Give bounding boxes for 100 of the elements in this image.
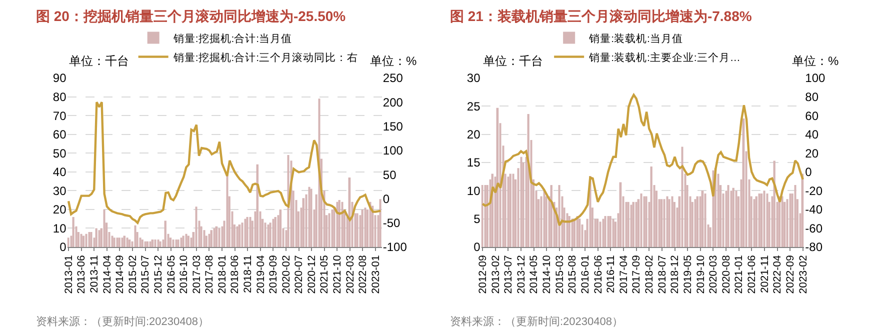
bar	[650, 166, 652, 247]
bar	[213, 228, 216, 247]
y-tick-label: 0	[60, 240, 67, 254]
bar	[226, 176, 228, 247]
bar	[356, 213, 358, 247]
bar	[175, 239, 178, 247]
bar	[763, 190, 766, 247]
bar	[180, 238, 182, 247]
x-tick-label: 2013-01	[62, 255, 75, 294]
x-tick-label: 2023-02	[797, 255, 810, 294]
bar	[72, 216, 74, 247]
bar	[612, 218, 614, 247]
legend-label: 销量:装载机:主要企业:三个月…	[588, 50, 740, 64]
bar	[602, 218, 604, 247]
bar	[599, 222, 602, 247]
legend-label: 销量:挖掘机:合计:当月值	[172, 32, 292, 45]
y-tick-label: 5	[474, 212, 481, 226]
bar	[481, 185, 484, 247]
y-tick-label: 70	[52, 108, 67, 123]
bar	[310, 188, 312, 247]
y2-tick-label: 80	[805, 90, 819, 104]
bar	[187, 236, 190, 247]
bar	[694, 199, 696, 247]
x-tick-label: 2018-07	[656, 255, 668, 294]
bar	[643, 196, 646, 247]
legend-label: 销量:挖掘机:合计:三个月滚动同比：右	[172, 50, 358, 64]
bar	[121, 238, 124, 247]
x-tick-label: 2020-12	[306, 255, 318, 294]
bar	[144, 241, 146, 247]
x-tick-label: 2016-06	[592, 255, 604, 294]
y2-tick-label: -100	[382, 240, 408, 254]
bar	[663, 199, 666, 247]
bar	[157, 239, 160, 247]
y-axis-title: 单位：千台	[483, 54, 543, 68]
bar	[241, 222, 244, 247]
bar	[246, 216, 248, 247]
x-tick-label: 2018-11	[242, 255, 254, 293]
y2-tick-label: -40	[805, 202, 823, 217]
bar	[244, 218, 246, 247]
y2-tick-label: 0	[805, 165, 812, 180]
bar	[558, 185, 560, 247]
bar	[609, 216, 612, 247]
bar	[635, 202, 638, 247]
bar	[269, 222, 272, 247]
y-tick-label: 15	[466, 156, 481, 170]
y-tick-label: 10	[466, 184, 481, 198]
bar	[249, 216, 252, 247]
bar	[172, 239, 174, 247]
bar	[328, 213, 330, 247]
y-axis-title: 单位：千台	[69, 54, 129, 68]
bar	[755, 196, 758, 247]
x-tick-label: 2019-04	[254, 255, 267, 294]
x-tick-label: 2020-03	[708, 255, 720, 294]
x-tick-label: 2017-09	[630, 255, 643, 294]
bar	[103, 209, 106, 247]
bar	[118, 238, 120, 247]
x-tick-label: 2021-10	[332, 255, 344, 294]
x-tick-label: 2019-05	[682, 255, 694, 294]
y-tick-label: 20	[466, 128, 481, 142]
y2-tick-label: 0	[382, 192, 390, 206]
y2-tick-label: -50	[382, 216, 401, 230]
bar	[236, 226, 238, 247]
bar	[154, 239, 156, 247]
bar	[195, 206, 198, 247]
x-tick-label: 2021-06	[746, 255, 758, 294]
x-tick-label: 2013-06	[76, 255, 88, 294]
x-tick-label: 2023-01	[370, 255, 382, 294]
bar	[141, 239, 144, 247]
bar	[789, 193, 792, 247]
line-series	[481, 94, 804, 227]
x-tick-label: 2019-10	[694, 255, 707, 294]
bar	[274, 216, 276, 247]
x-tick-label: 2013-12	[515, 255, 528, 294]
bar	[681, 146, 684, 247]
y2-tick-label: 40	[805, 128, 819, 142]
bar	[98, 230, 100, 247]
y-tick-label: 30	[52, 184, 67, 198]
bar	[159, 241, 162, 247]
x-tick-label: 2022-08	[357, 255, 370, 294]
bar	[607, 216, 610, 247]
bar	[149, 241, 152, 247]
bar	[134, 225, 136, 247]
bar	[727, 185, 730, 247]
bar	[576, 216, 578, 247]
x-tick-label: 2016-05	[165, 255, 178, 294]
bar	[630, 204, 632, 247]
bar	[732, 188, 734, 247]
x-tick-label: 2013-07	[502, 255, 515, 294]
bar	[627, 202, 630, 247]
bar	[364, 208, 366, 247]
y-tick-label: 80	[52, 90, 67, 104]
bar	[671, 196, 674, 247]
x-tick-label: 2014-10	[541, 255, 554, 294]
legend-label: 销量:装载机:当月值	[588, 32, 683, 45]
x-tick-label: 2018-02	[644, 255, 656, 294]
x-tick-label: 2016-01	[579, 255, 592, 294]
bar	[341, 202, 344, 247]
y2-axis-title: 单位：%	[792, 54, 839, 68]
bar	[272, 218, 274, 247]
x-tick-label: 2013-11	[88, 255, 101, 293]
